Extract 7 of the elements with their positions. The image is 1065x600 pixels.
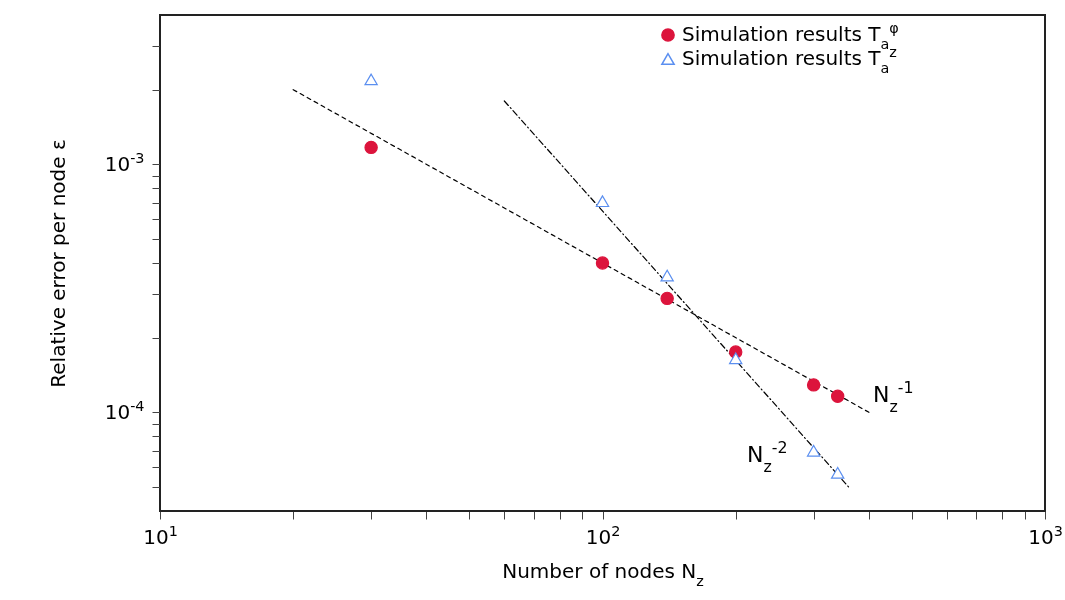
- y-axis-title: Relative error per node ε: [45, 139, 70, 388]
- x-axis-title: Number of nodes N$_{z}$: [502, 558, 704, 589]
- x-tick-label: 10$^{3}$: [1028, 522, 1063, 549]
- y-tick-label: 10$^{-4}$: [104, 397, 145, 424]
- x-tick-label: 10$^{1}$: [143, 522, 178, 549]
- y-tick-label: 10$^{-3}$: [104, 149, 145, 176]
- x-tick-label: 10$^{2}$: [585, 522, 621, 549]
